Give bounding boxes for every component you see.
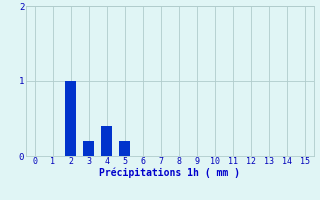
Bar xyxy=(65,81,76,156)
Bar xyxy=(119,141,130,156)
Bar xyxy=(83,141,94,156)
X-axis label: Précipitations 1h ( mm ): Précipitations 1h ( mm ) xyxy=(99,168,240,178)
Bar xyxy=(101,126,112,156)
